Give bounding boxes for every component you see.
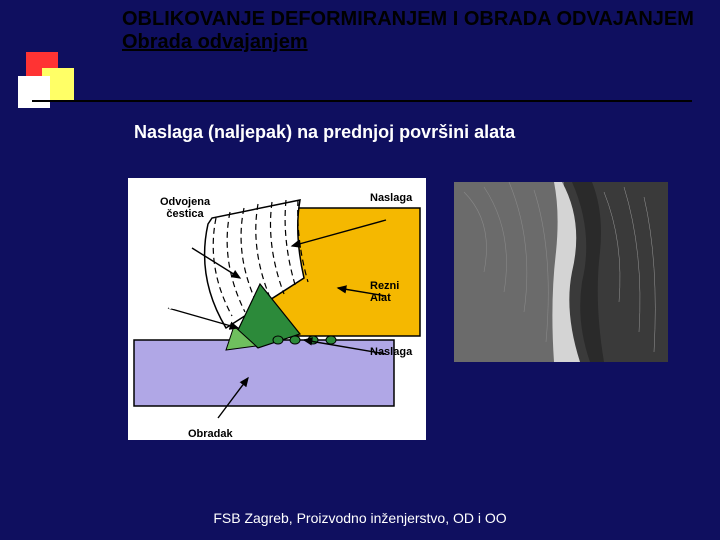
slide-heading: Naslaga (naljepak) na prednjoj površini … xyxy=(134,122,515,143)
slide-title-line1: OBLIKOVANJE DEFORMIRANJEM I OBRADA ODVAJ… xyxy=(122,8,700,31)
slide-footer: FSB Zagreb, Proizvodno inženjerstvo, OD … xyxy=(0,510,720,526)
sem-photo-svg xyxy=(454,182,668,362)
label-rezni-alat: Rezni Alat xyxy=(370,280,410,304)
slide-title-block: OBLIKOVANJE DEFORMIRANJEM I OBRADA ODVAJ… xyxy=(122,8,700,54)
label-naslaga-side: Naslaga xyxy=(132,300,174,312)
workpiece-shape xyxy=(134,340,394,406)
slide-title-line2: Obrada odvajanjem xyxy=(122,31,700,54)
label-naslaga-mid: Naslaga xyxy=(370,346,412,358)
title-underline xyxy=(32,100,692,102)
accent-square-white xyxy=(18,76,50,108)
label-obradak: Obradak xyxy=(188,428,233,440)
sem-photo xyxy=(454,182,668,362)
label-odvojena: Odvojena čestica xyxy=(150,196,220,220)
label-naslaga-top: Naslaga xyxy=(370,192,412,204)
